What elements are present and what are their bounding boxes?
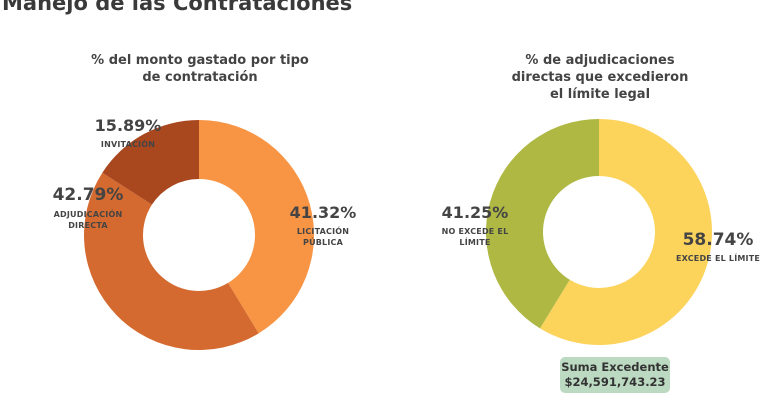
label-invitacion: 15.89% INVITACIÓN xyxy=(94,116,162,149)
label-licitacion: 41.32% LICITACIÓN PÚBLICA xyxy=(289,203,357,247)
donut-slice-no-excede-el-l-mite xyxy=(486,119,599,329)
suma-excedente-badge: Suma Excedente $24,591,743.23 xyxy=(560,357,670,393)
label-no-excede: 41.25% NO EXCEDE EL LÍMITE xyxy=(441,203,509,247)
chart-title-right: % de adjudicaciones directas que excedie… xyxy=(511,53,689,102)
suma-excedente-value: $24,591,743.23 xyxy=(564,375,666,389)
page-title: Manejo de las Contrataciones xyxy=(2,0,353,15)
label-adjudicacion: 42.79% ADJUDICACIÓN DIRECTA xyxy=(52,185,124,230)
suma-excedente-label: Suma Excedente xyxy=(561,360,669,374)
donut-slice-adjudicaci-n-directa xyxy=(84,172,259,350)
donut-slice-invitaci-n xyxy=(102,120,199,205)
label-excede: 58.74% EXCEDE EL LÍMITE xyxy=(675,230,761,263)
donut-slice-licitaci-n-p-blica xyxy=(199,120,314,334)
donut-slice-excede-el-l-mite xyxy=(539,119,713,346)
chart-title-left: % del monto gastado por tipo de contrata… xyxy=(91,53,309,85)
